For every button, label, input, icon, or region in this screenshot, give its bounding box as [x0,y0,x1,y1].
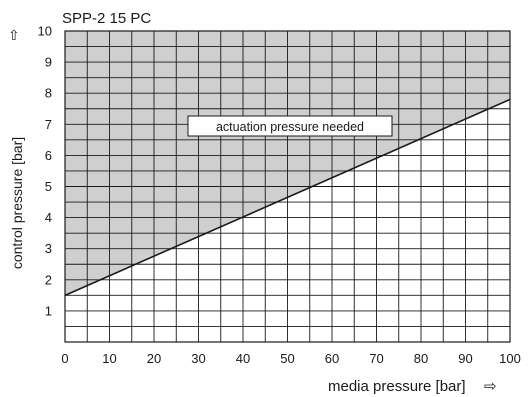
plot-frame [64,30,511,343]
annotation-label: actuation pressure needed [216,120,364,134]
y-tick-label: 10 [38,24,52,39]
y-axis-label: control pressure [bar] [9,137,25,269]
x-tick-label: 0 [61,351,68,366]
x-axis-arrow-icon: ⇨ [484,378,497,395]
y-tick-label: 3 [45,241,52,256]
y-tick-label: 9 [45,55,52,70]
y-tick-label: 5 [45,179,52,194]
x-tick-label: 90 [458,351,472,366]
x-tick-labels: 0 10 20 30 40 50 60 70 80 90 100 [61,351,520,366]
y-tick-labels: 1 2 3 4 5 6 7 8 9 10 [38,24,52,319]
grid-group [65,31,510,342]
y-tick-label: 4 [45,210,52,225]
y-tick-label: 2 [45,272,52,287]
x-tick-label: 50 [280,351,294,366]
y-tick-label: 7 [45,117,52,132]
limit-line [64,98,511,297]
y-tick-label: 1 [45,303,52,318]
annotation-background [187,115,393,137]
y-axis-arrow-icon: ⇧ [8,27,20,43]
y-axis-label-group: control pressure [bar] [9,137,25,269]
y-tick-label: 8 [45,86,52,101]
x-tick-label: 80 [414,351,428,366]
x-tick-label: 20 [147,351,161,366]
chart-title: SPP-2 15 PC [62,10,151,27]
x-tick-label: 70 [369,351,383,366]
x-tick-label: 100 [499,351,521,366]
limit-line-group [64,98,511,297]
x-tick-label: 30 [191,351,205,366]
x-tick-label: 60 [325,351,339,366]
x-axis-label: media pressure [bar] [328,378,466,395]
x-tick-label: 10 [102,351,116,366]
plot-frame-group [64,30,511,343]
y-tick-label: 6 [45,148,52,163]
annotation-box: actuation pressure needed [187,115,393,137]
x-tick-label: 40 [236,351,250,366]
